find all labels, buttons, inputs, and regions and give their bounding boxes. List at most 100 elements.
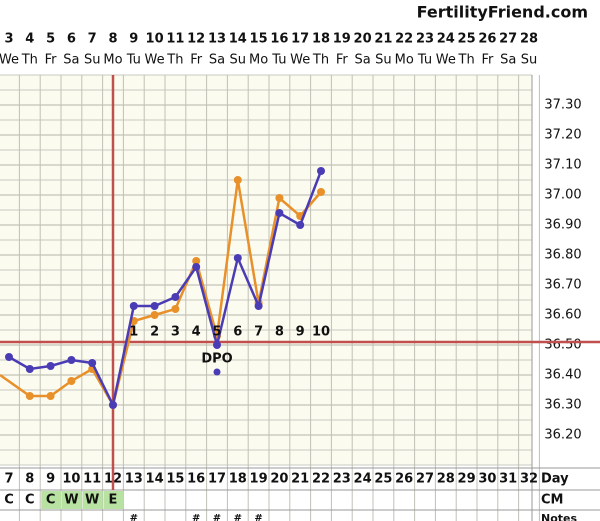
date-label: 21 bbox=[374, 32, 392, 47]
data-point bbox=[213, 341, 221, 349]
weekday-label: Su bbox=[230, 53, 247, 68]
date-label: 20 bbox=[354, 32, 372, 47]
data-point bbox=[233, 254, 242, 262]
cycle-day: 19 bbox=[250, 472, 268, 487]
note-mark: # bbox=[234, 513, 242, 521]
weekday-label: Fr bbox=[190, 53, 203, 68]
dpo-number: 4 bbox=[192, 325, 201, 340]
dpo-number: 5 bbox=[212, 325, 221, 340]
cycle-day: 22 bbox=[312, 472, 330, 487]
data-point bbox=[150, 311, 159, 319]
y-tick-label: 36.20 bbox=[544, 428, 581, 443]
y-tick-label: 36.80 bbox=[544, 248, 581, 263]
dpo-number: 6 bbox=[233, 325, 242, 340]
date-label: 19 bbox=[333, 32, 351, 47]
notes-label: Notes bbox=[541, 512, 577, 521]
data-point bbox=[67, 377, 76, 385]
cycle-day: 23 bbox=[333, 472, 351, 487]
date-label: 11 bbox=[166, 32, 184, 47]
data-point bbox=[67, 356, 76, 364]
date-label: 27 bbox=[499, 32, 517, 47]
weekday-label: Su bbox=[521, 53, 538, 68]
weekday-label: Sa bbox=[209, 53, 225, 68]
note-mark: # bbox=[130, 513, 138, 521]
date-label: 13 bbox=[208, 32, 226, 47]
weekday-label: We bbox=[0, 53, 19, 68]
date-label: 14 bbox=[229, 32, 247, 47]
weekday-label: Th bbox=[458, 53, 475, 68]
dpo-number: 3 bbox=[171, 325, 180, 340]
data-point bbox=[46, 362, 55, 370]
cm-cell bbox=[103, 491, 124, 509]
weekday-label: Sa bbox=[63, 53, 79, 68]
weekday-label: Fr bbox=[481, 53, 494, 68]
note-mark: # bbox=[192, 513, 200, 521]
weekday-label: Mo bbox=[249, 53, 268, 68]
cycle-day: 11 bbox=[83, 472, 101, 487]
date-label: 3 bbox=[4, 32, 13, 47]
data-point bbox=[171, 305, 180, 313]
dpo-number: 1 bbox=[129, 325, 138, 340]
cycle-day: 28 bbox=[437, 472, 455, 487]
data-point bbox=[317, 188, 325, 196]
data-point bbox=[296, 221, 305, 229]
weekday-label: Sa bbox=[500, 53, 516, 68]
weekday-label: Fr bbox=[336, 53, 349, 68]
date-label: 5 bbox=[46, 32, 55, 47]
data-point bbox=[109, 401, 117, 409]
y-tick-label: 37.30 bbox=[544, 98, 581, 113]
cycle-day: 26 bbox=[395, 472, 413, 487]
y-tick-label: 36.70 bbox=[544, 278, 581, 293]
cycle-day: 30 bbox=[478, 472, 496, 487]
cycle-day: 29 bbox=[458, 472, 476, 487]
data-point bbox=[192, 263, 201, 271]
date-label: 4 bbox=[25, 32, 34, 47]
discarded-point bbox=[213, 368, 221, 376]
cycle-day: 18 bbox=[229, 472, 247, 487]
date-label: 9 bbox=[129, 32, 138, 47]
data-point bbox=[25, 392, 34, 400]
cycle-day: 15 bbox=[166, 472, 184, 487]
cycle-day: 10 bbox=[62, 472, 80, 487]
y-tick-label: 36.40 bbox=[544, 368, 581, 383]
cycle-day: 16 bbox=[187, 472, 205, 487]
cycle-day: 27 bbox=[416, 472, 434, 487]
data-point bbox=[317, 167, 325, 175]
date-label: 8 bbox=[108, 32, 117, 47]
day-label: Day bbox=[541, 472, 569, 487]
cm-value: E bbox=[109, 493, 118, 508]
weekday-label: We bbox=[436, 53, 456, 68]
weekday-label: Th bbox=[21, 53, 38, 68]
date-label: 25 bbox=[458, 32, 476, 47]
data-point bbox=[275, 194, 284, 202]
cycle-day: 9 bbox=[46, 472, 55, 487]
weekday-label: Tu bbox=[417, 53, 432, 68]
cm-value: W bbox=[64, 493, 78, 508]
cycle-day: 14 bbox=[146, 472, 164, 487]
y-tick-label: 36.30 bbox=[544, 398, 581, 413]
data-point bbox=[5, 353, 13, 361]
weekday-label: Th bbox=[166, 53, 183, 68]
date-label: 16 bbox=[270, 32, 288, 47]
data-point bbox=[254, 302, 263, 310]
note-mark: # bbox=[213, 513, 221, 521]
weekday-label: Sa bbox=[354, 53, 370, 68]
cycle-day: 8 bbox=[25, 472, 34, 487]
y-tick-label: 36.60 bbox=[544, 308, 581, 323]
weekday-label: Mo bbox=[103, 53, 122, 68]
weekday-label: Tu bbox=[271, 53, 286, 68]
data-point bbox=[275, 209, 284, 217]
cm-value: C bbox=[46, 493, 56, 508]
weekday-label: We bbox=[290, 53, 310, 68]
cm-label: CM bbox=[541, 493, 563, 508]
y-tick-label: 37.10 bbox=[544, 158, 581, 173]
date-label: 10 bbox=[146, 32, 164, 47]
data-point bbox=[46, 392, 55, 400]
data-point bbox=[192, 257, 201, 265]
data-point bbox=[150, 302, 159, 310]
series-line bbox=[0, 179, 322, 409]
data-point bbox=[233, 176, 242, 184]
series-line bbox=[8, 170, 323, 409]
chart-title: FertilityFriend.com bbox=[417, 3, 588, 22]
data-point bbox=[25, 365, 34, 373]
